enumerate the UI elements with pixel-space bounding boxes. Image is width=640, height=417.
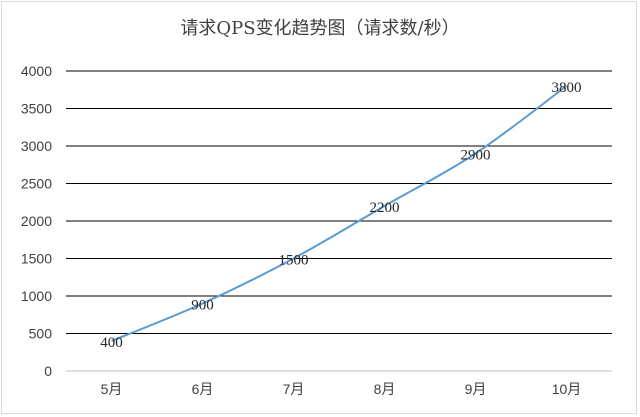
data-label: 900 <box>191 298 214 314</box>
y-tick-label: 500 <box>29 326 53 342</box>
chart-title: 请求QPS变化趋势图（请求数/秒） <box>180 18 460 39</box>
x-tick-label: 5月 <box>101 381 123 397</box>
y-tick-label: 3500 <box>21 101 52 117</box>
y-tick-label: 4000 <box>21 63 52 79</box>
y-tick-label: 0 <box>44 363 52 379</box>
y-tick-label: 1500 <box>21 251 52 267</box>
data-label: 3800 <box>552 80 582 96</box>
y-tick-label: 3000 <box>21 138 52 154</box>
y-tick-label: 2000 <box>21 213 52 229</box>
x-tick-label: 10月 <box>552 381 582 397</box>
data-label: 2200 <box>370 200 400 216</box>
x-tick-label: 6月 <box>192 381 214 397</box>
series-line <box>111 85 568 342</box>
x-tick-label: 8月 <box>374 381 396 397</box>
x-tick-label: 7月 <box>283 381 305 397</box>
y-tick-label: 2500 <box>21 176 52 192</box>
data-label: 400 <box>100 335 123 351</box>
data-label: 1500 <box>279 253 309 269</box>
y-tick-label: 1000 <box>21 288 52 304</box>
data-label: 2900 <box>461 148 491 164</box>
x-tick-label: 9月 <box>465 381 487 397</box>
